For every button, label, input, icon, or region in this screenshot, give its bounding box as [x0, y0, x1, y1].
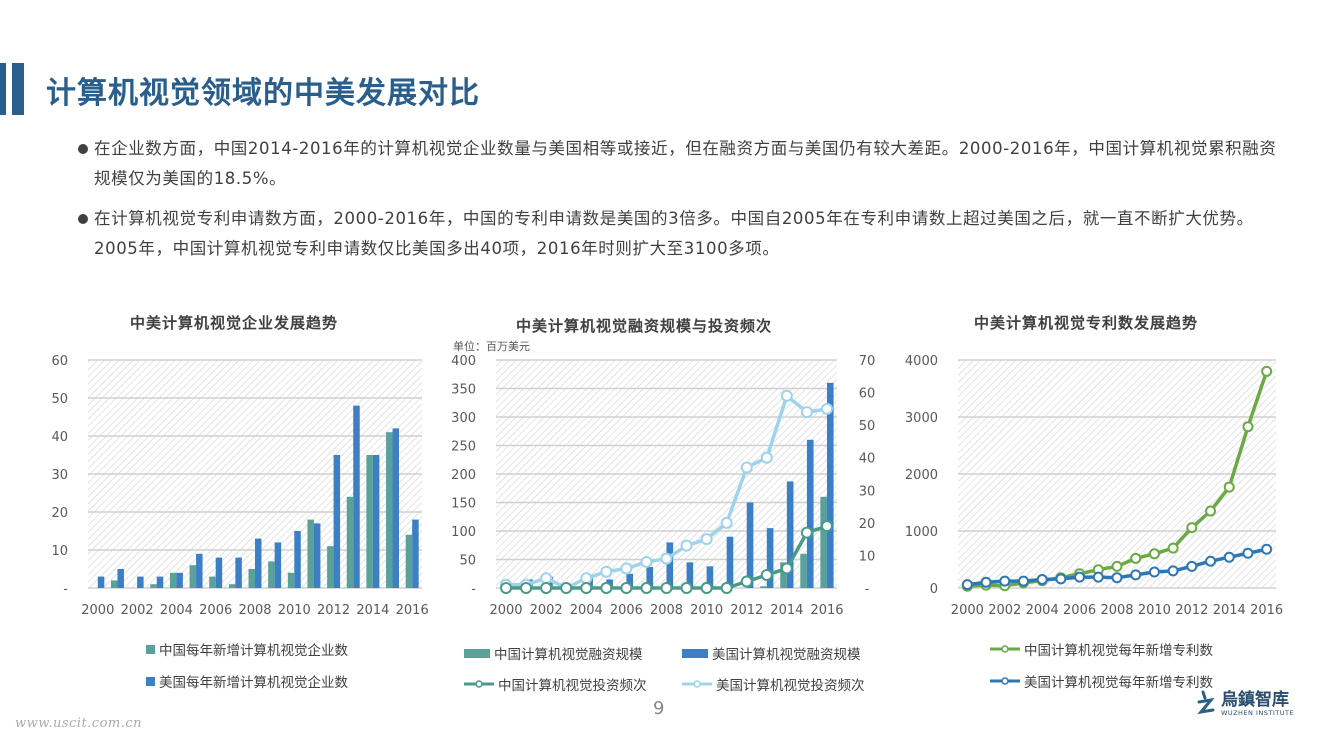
svg-text:2014: 2014 — [1213, 603, 1246, 618]
svg-text:2008: 2008 — [650, 603, 683, 618]
svg-text:2012: 2012 — [1175, 603, 1208, 618]
svg-text:2000: 2000 — [905, 468, 938, 483]
chart-funding-frequency: 中美计算机视觉融资规模与投资频次 单位：百万美元 -50 100 150 200 250… — [440, 300, 890, 700]
bullet-item: 在企业数方面，中国2014-2016年的计算机视觉企业数量与美国相等或接近，但在… — [78, 134, 1288, 194]
svg-text:10: 10 — [859, 549, 876, 564]
legend-us-frequency: 美国计算机视觉投资频次 — [682, 674, 865, 694]
legend-line-marker-icon — [990, 645, 1020, 653]
svg-text:2008: 2008 — [1100, 603, 1133, 618]
svg-text:1000: 1000 — [905, 525, 938, 540]
chart-title: 中美计算机视觉企业发展趋势 — [130, 314, 339, 332]
logo-subtitle: WUZHEN INSTITUTE — [1221, 709, 1295, 717]
svg-text:20: 20 — [51, 506, 68, 521]
chart-plot: - 50 100 150 200 250 300 350 400 - 10 20 30 40 50 60 70 2… — [451, 354, 876, 618]
legend-china-patents: 中国计算机视觉每年新增专利数 — [990, 639, 1213, 659]
svg-text:10: 10 — [51, 544, 68, 559]
svg-text:0: 0 — [930, 582, 938, 597]
chart-title: 中美计算机视觉专利数发展趋势 — [974, 314, 1199, 332]
svg-text:2000: 2000 — [951, 603, 984, 618]
svg-text:40: 40 — [51, 430, 68, 445]
svg-text:2012: 2012 — [317, 603, 350, 618]
svg-text:250: 250 — [451, 440, 476, 455]
svg-text:50: 50 — [459, 554, 476, 569]
svg-text:2016: 2016 — [810, 603, 843, 618]
svg-text:40: 40 — [859, 452, 876, 467]
svg-text:2004: 2004 — [160, 603, 193, 618]
legend-us-enterprises: 美国每年新增计算机视觉企业数 — [146, 671, 348, 691]
svg-text:2000: 2000 — [81, 603, 114, 618]
wuzhen-logo: 烏鎮智库 WUZHEN INSTITUTE — [1195, 690, 1294, 718]
legend-china-enterprises: 中国每年新增计算机视觉企业数 — [146, 639, 348, 659]
svg-text:2002: 2002 — [121, 603, 154, 618]
svg-text:300: 300 — [451, 411, 476, 426]
svg-text:3000: 3000 — [905, 411, 938, 426]
legend-swatch-icon — [146, 644, 155, 654]
svg-text:2002: 2002 — [530, 603, 563, 618]
svg-text:2006: 2006 — [199, 603, 232, 618]
bullet-dot-icon — [78, 214, 88, 224]
svg-text:20: 20 — [859, 517, 876, 532]
chart-title: 中美计算机视觉融资规模与投资频次 — [516, 317, 773, 335]
website-url: www.uscit.com.cn — [15, 716, 143, 731]
legend-line-marker-icon — [682, 680, 712, 688]
svg-text:200: 200 — [451, 468, 476, 483]
bullet-dot-icon — [78, 144, 88, 154]
bullet-list: 在企业数方面，中国2014-2016年的计算机视觉企业数量与美国相等或接近，但在… — [78, 134, 1288, 274]
svg-text:-: - — [865, 582, 870, 597]
svg-text:-: - — [471, 582, 476, 597]
legend-swatch-icon — [682, 648, 708, 658]
legend-china-funding: 中国计算机视觉融资规模 — [464, 643, 643, 663]
svg-text:60: 60 — [859, 387, 876, 402]
svg-text:50: 50 — [859, 419, 876, 434]
svg-text:2016: 2016 — [1250, 603, 1283, 618]
svg-text:2014: 2014 — [356, 603, 389, 618]
svg-text:2012: 2012 — [730, 603, 763, 618]
page-title: 计算机视觉领域的中美发展对比 — [46, 76, 480, 111]
accent-bar-thick — [12, 63, 24, 115]
svg-text:400: 400 — [451, 354, 476, 369]
legend-us-funding: 美国计算机视觉融资规模 — [682, 643, 861, 663]
svg-text:350: 350 — [451, 383, 476, 398]
svg-text:2016: 2016 — [396, 603, 429, 618]
svg-text:2008: 2008 — [238, 603, 271, 618]
bullet-text: 在计算机视觉专利申请数方面，2000-2016年，中国的专利申请数是美国的3倍多… — [94, 209, 1254, 258]
chart-enterprise-trend: 中美计算机视觉企业发展趋势 - 10 20 30 40 50 60 2000 2002 2004 2… — [0, 300, 440, 700]
svg-text:100: 100 — [451, 525, 476, 540]
legend-line-marker-icon — [990, 677, 1020, 685]
svg-text:70: 70 — [859, 354, 876, 369]
svg-text:30: 30 — [859, 484, 876, 499]
svg-text:150: 150 — [451, 497, 476, 512]
svg-text:2002: 2002 — [988, 603, 1021, 618]
svg-text:2004: 2004 — [1026, 603, 1059, 618]
legend-china-frequency: 中国计算机视觉投资频次 — [464, 674, 647, 694]
svg-text:2000: 2000 — [489, 603, 522, 618]
logo-name: 烏鎮智库 — [1221, 690, 1289, 710]
svg-text:50: 50 — [51, 392, 68, 407]
svg-text:2006: 2006 — [610, 603, 643, 618]
svg-text:2004: 2004 — [570, 603, 603, 618]
legend-swatch-icon — [464, 648, 490, 658]
unit-label: 单位：百万美元 — [453, 340, 530, 353]
svg-text:2006: 2006 — [1063, 603, 1096, 618]
svg-text:2010: 2010 — [278, 603, 311, 618]
svg-text:4000: 4000 — [905, 354, 938, 369]
logo-mark-icon — [1197, 690, 1215, 715]
svg-text:2010: 2010 — [690, 603, 723, 618]
legend-us-patents: 美国计算机视觉每年新增专利数 — [990, 671, 1213, 691]
legend-line-marker-icon — [464, 680, 494, 688]
chart-patent-trend: 中美计算机视觉专利数发展趋势 0 1000 2000 3000 4000 2000 2002… — [890, 300, 1320, 700]
svg-text:2014: 2014 — [770, 603, 803, 618]
accent-bar-thin — [0, 63, 6, 115]
chart-plot: 0 1000 2000 3000 4000 2000 2002 2004 2006 2008 201… — [905, 354, 1283, 618]
svg-text:-: - — [63, 582, 68, 597]
legend-swatch-icon — [146, 676, 155, 686]
bullet-text: 在企业数方面，中国2014-2016年的计算机视觉企业数量与美国相等或接近，但在… — [94, 139, 1277, 188]
svg-text:30: 30 — [51, 468, 68, 483]
page-number: 9 — [653, 698, 665, 719]
chart-plot: - 10 20 30 40 50 60 2000 2002 2004 2006 2008 2010 201… — [51, 354, 429, 618]
svg-text:60: 60 — [51, 354, 68, 369]
svg-text:2010: 2010 — [1138, 603, 1171, 618]
bullet-item: 在计算机视觉专利申请数方面，2000-2016年，中国的专利申请数是美国的3倍多… — [78, 204, 1288, 264]
